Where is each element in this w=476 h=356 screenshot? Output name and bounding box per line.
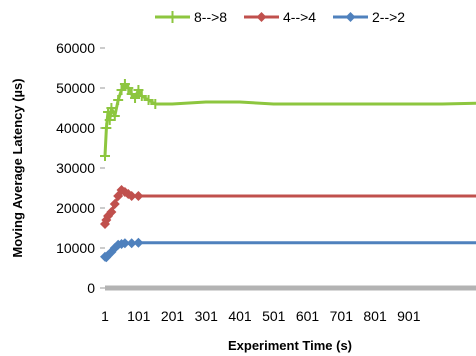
data-point-2-2 — [133, 237, 144, 248]
y-tick-label: 50000 — [56, 80, 95, 96]
data-point-4-4 — [106, 207, 117, 217]
legend-marker-2-2 — [345, 12, 356, 22]
data-point-8-8 — [106, 103, 117, 113]
data-point-8-8 — [109, 111, 120, 121]
legend-entry-0: 8-->8 — [155, 9, 227, 25]
data-point-4-4 — [109, 199, 120, 209]
data-point-8-8 — [104, 115, 115, 125]
x-tick-label: 701 — [330, 308, 354, 324]
data-point-8-8 — [100, 151, 110, 161]
data-point-8-8 — [130, 93, 141, 103]
legend: 8-->8 4-->4 2-->2 — [155, 9, 405, 25]
x-tick-label: 101 — [127, 308, 151, 324]
y-tick-label: 20000 — [56, 200, 95, 216]
data-point-8-8 — [101, 123, 112, 133]
data-point-8-8 — [133, 85, 144, 95]
y-axis-ticks: 0 10000 20000 30000 40000 50000 60000 — [56, 40, 105, 296]
series-4-4 — [100, 185, 476, 229]
x-tick-label: 901 — [397, 308, 421, 324]
y-axis-title: Moving Average Latency (µs) — [10, 78, 25, 257]
data-point-8-8 — [116, 85, 127, 95]
series-layer — [100, 79, 476, 263]
legend-label-4-4: 4-->4 — [283, 9, 316, 25]
data-point-2-2 — [126, 238, 137, 249]
data-point-8-8 — [123, 83, 134, 93]
series-line-2-2 — [104, 241, 476, 259]
x-tick-label: 201 — [161, 308, 185, 324]
x-tick-label: 401 — [228, 308, 252, 324]
data-point-2-2 — [119, 238, 130, 249]
y-tick-label: 60000 — [56, 40, 95, 56]
data-point-4-4 — [133, 191, 144, 201]
series-8-8 — [100, 79, 476, 161]
series-line-4-4 — [103, 188, 476, 225]
data-point-8-8 — [143, 95, 154, 105]
x-axis-ticks: 1 101 201 301 401 501 601 701 801 901 — [101, 308, 421, 324]
data-point-8-8 — [113, 95, 124, 105]
legend-entry-2: 2-->2 — [333, 9, 405, 25]
x-axis-title: Experiment Time (s) — [228, 338, 352, 353]
data-point-8-8 — [150, 99, 161, 109]
legend-marker-4-4 — [256, 12, 267, 22]
y-tick-label: 10000 — [56, 240, 95, 256]
legend-entry-1: 4-->4 — [244, 9, 316, 25]
x-tick-label: 1 — [101, 308, 109, 324]
y-tick-label: 0 — [87, 280, 95, 296]
legend-label-8-8: 8-->8 — [194, 9, 227, 25]
y-tick-label: 40000 — [56, 120, 95, 136]
y-tick-label: 30000 — [56, 160, 95, 176]
data-point-8-8 — [136, 91, 147, 101]
x-tick-label: 501 — [262, 308, 286, 324]
legend-label-2-2: 2-->2 — [372, 9, 405, 25]
legend-marker-8-8 — [166, 11, 179, 23]
x-tick-label: 301 — [195, 308, 219, 324]
x-tick-label: 801 — [363, 308, 387, 324]
series-2-2 — [100, 237, 476, 263]
data-point-4-4 — [126, 191, 137, 201]
x-tick-label: 601 — [296, 308, 320, 324]
series-line-8-8 — [103, 82, 476, 157]
